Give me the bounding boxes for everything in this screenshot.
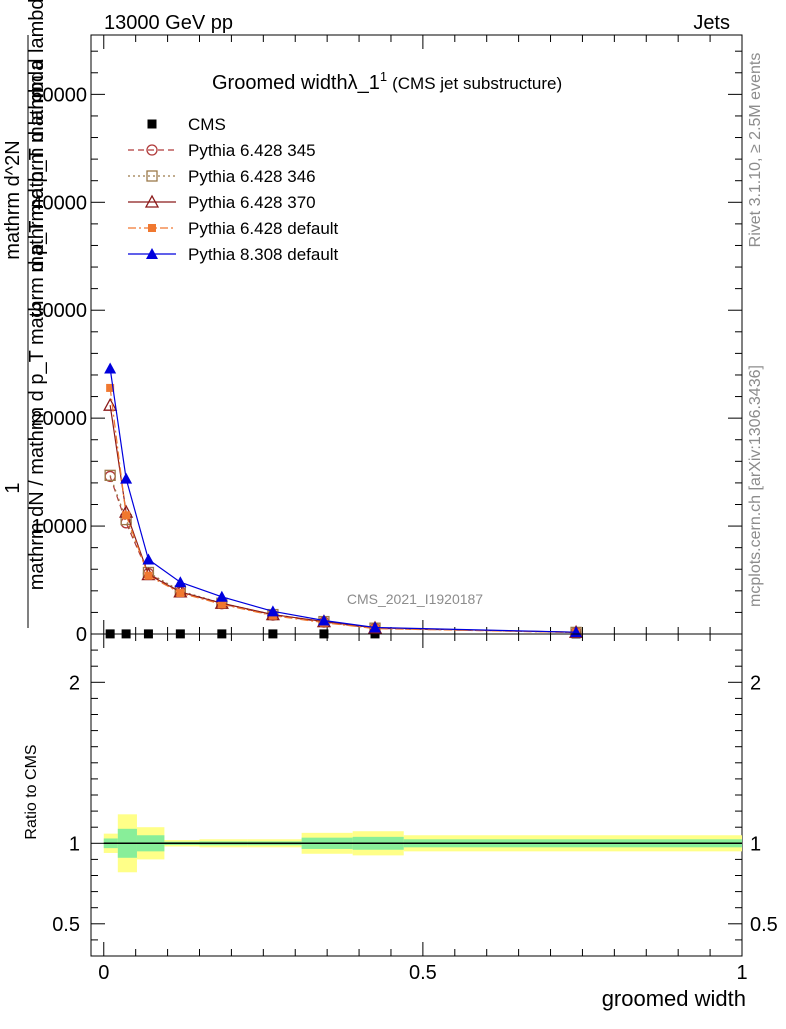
legend-entry: Pythia 6.428 370: [128, 193, 316, 212]
series-line: [109, 476, 577, 633]
data-point: [217, 600, 226, 609]
main-y-tick-label: 10000: [31, 516, 87, 538]
series-pythia-6-428-346: [104, 469, 582, 639]
header-right: Jets: [693, 12, 730, 34]
main-y-tick-label: 40000: [31, 192, 87, 214]
data-point: [369, 621, 382, 633]
rivet-label: Rivet 3.1.10, ≥ 2.5M events: [747, 53, 764, 248]
ratio-uncertainty-bands: [103, 814, 742, 873]
x-tick-label: 0: [98, 962, 109, 984]
ratio-y-tick-labels: 0.5 1 2: [52, 672, 80, 936]
data-point: [174, 576, 187, 588]
data-point: [144, 571, 153, 580]
legend-entry: Pythia 8.308 default: [128, 245, 339, 264]
svg-text:mathrm dN / mathrm d p_T mathr: mathrm dN / mathrm d p_T mathrm d p_T ma…: [26, 59, 48, 590]
legend-label: Pythia 6.428 default: [188, 219, 339, 238]
ratio-y-tick-labels-right: 0.5 1 2: [750, 672, 778, 936]
legend-label: Pythia 8.308 default: [188, 245, 339, 264]
legend-label: CMS: [188, 115, 226, 134]
svg-text:1: 1: [2, 482, 24, 493]
data-point: [122, 511, 131, 520]
main-series-layer: [103, 362, 584, 639]
legend-label: Pythia 6.428 346: [188, 167, 316, 186]
data-point: [103, 397, 118, 411]
data-point: [146, 144, 158, 156]
data-point: [106, 383, 115, 392]
chart-title: Groomed widthλ_11 (CMS jet substructure): [212, 69, 562, 94]
legend-label: Pythia 6.428 345: [188, 141, 316, 160]
data-point: [104, 469, 116, 481]
data-point: [147, 119, 157, 129]
ratio-y-tick-label-right: 1: [750, 833, 761, 855]
svg-text:mathrm d^2N: mathrm d^2N: [2, 140, 24, 259]
main-y-tick-label: 30000: [31, 300, 87, 322]
ratio-y-tick-label-right: 0.5: [750, 914, 778, 936]
legend-label: Pythia 6.428 370: [188, 193, 316, 212]
legend-entry: Pythia 6.428 346: [128, 167, 316, 186]
series-pythia-6-428-default: [106, 383, 581, 637]
y-axis-label-main: 1 mathrm dN / mathrm d p_T mathrm d p_T …: [2, 0, 48, 628]
data-point: [317, 614, 330, 626]
main-y-tick-label: 0: [76, 624, 87, 646]
legend-entry: Pythia 6.428 default: [128, 219, 339, 238]
x-tick-labels: 0 0.5 1: [98, 962, 747, 984]
x-tick-label: 1: [736, 962, 747, 984]
data-point: [146, 170, 158, 182]
data-point: [146, 248, 158, 259]
series-pythia-6-428-370: [103, 397, 584, 638]
ratio-y-tick-label-right: 2: [750, 672, 761, 694]
main-axis-ticks: [91, 35, 743, 635]
ratio-axis-ticks: [91, 634, 743, 956]
main-y-tick-labels: 0 10000 20000 30000 40000 50000: [31, 84, 87, 646]
ratio-y-tick-label: 0.5: [52, 914, 80, 936]
svg-text:mathrm d p_T mathrm d lambda: mathrm d p_T mathrm d lambda: [26, 0, 48, 273]
ratio-plot-frame: [90, 633, 743, 957]
legend-entry: Pythia 6.428 345: [128, 141, 316, 160]
header-left: 13000 GeV pp: [104, 12, 233, 34]
series-line: [109, 405, 577, 633]
series-pythia-6-428-345: [104, 470, 582, 639]
data-point: [266, 605, 279, 617]
ratio-y-axis-label: Ratio to CMS: [23, 744, 40, 839]
data-point: [142, 553, 155, 565]
data-point: [144, 194, 160, 208]
ratio-y-tick-label: 1: [69, 833, 80, 855]
mcplots-label: mcplots.cern.ch [arXiv:1306.3436]: [747, 365, 764, 607]
watermark-label: CMS_2021_I1920187: [347, 591, 483, 607]
series-pythia-8-308-default: [104, 362, 583, 638]
series-line: [109, 475, 577, 633]
legend: CMS Pythia 6.428 345 Pythia 6.428 346 Pythi…: [128, 115, 339, 264]
ratio-y-tick-label: 2: [69, 672, 80, 694]
data-point: [148, 224, 156, 232]
data-point: [176, 588, 185, 597]
legend-entry: CMS: [147, 115, 226, 134]
x-tick-label: 0.5: [409, 962, 437, 984]
data-point: [104, 362, 117, 374]
x-axis-label: groomed width: [602, 986, 746, 1011]
main-y-tick-label: 50000: [31, 84, 87, 106]
main-y-tick-label: 20000: [31, 408, 87, 430]
data-point: [215, 590, 228, 602]
data-point: [120, 472, 133, 484]
